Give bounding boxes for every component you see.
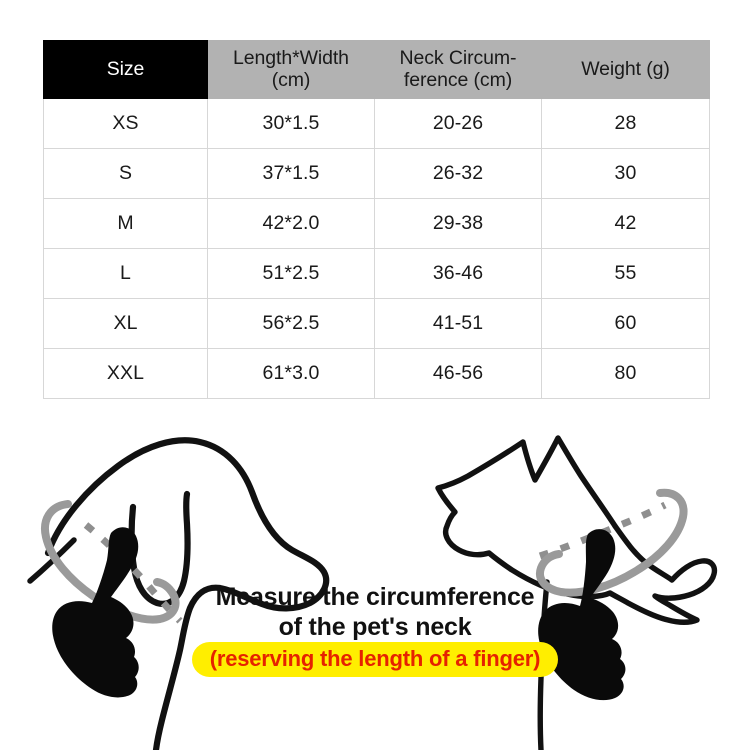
table-row: XS 30*1.5 20-26 28 [43,98,710,149]
reserve-note-row: (reserving the length of a finger) [0,642,750,678]
cell-size: XS [43,98,208,149]
column-header-length-width-line1: Length*Width [233,46,349,69]
dashed-neck-line [83,522,183,624]
hand-finger-silhouette-right [538,529,626,701]
cell-size: S [43,148,208,199]
column-header-weight: Weight (g) [541,40,710,99]
cell-neck: 29-38 [374,198,542,249]
table-body: XS 30*1.5 20-26 28 S 37*1.5 26-32 30 M 4… [43,98,710,399]
table-row: L 51*2.5 36-46 55 [43,248,710,299]
cell-size: XXL [43,348,208,399]
illustration-svg [27,435,718,750]
measurement-illustration [0,400,750,750]
cell-neck: 36-46 [374,248,542,299]
cat-head-outline [435,435,718,750]
cell-weight: 28 [541,98,710,149]
cell-weight: 30 [541,148,710,199]
cell-size: M [43,198,208,249]
cell-weight: 80 [541,348,710,399]
cell-neck: 20-26 [374,98,542,149]
size-chart-table-container: Size Length*Width (cm) Neck Circum- fere… [43,40,710,399]
table-row: XL 56*2.5 41-51 60 [43,298,710,349]
pointer-stroke-left [27,537,77,584]
column-header-size-line1: Size [106,57,145,80]
cell-length-width: 37*1.5 [207,148,375,199]
table-header-row: Size Length*Width (cm) Neck Circum- fere… [43,40,710,99]
table-row: M 42*2.0 29-38 42 [43,198,710,249]
column-header-length-width-line2: (cm) [271,68,311,91]
column-header-size: Size [43,40,208,99]
column-header-weight-line1: Weight (g) [581,57,670,80]
measuring-tape-loop-right [536,488,688,597]
column-header-neck-line1: Neck Circum- [399,46,517,69]
column-header-neck-line2: ference (cm) [403,68,513,91]
cell-weight: 55 [541,248,710,299]
hand-finger-silhouette-left [52,527,139,698]
cell-weight: 60 [541,298,710,349]
table-row: XXL 61*3.0 46-56 80 [43,348,710,399]
cell-length-width: 61*3.0 [207,348,375,399]
cell-neck: 26-32 [374,148,542,199]
cell-length-width: 51*2.5 [207,248,375,299]
table-row: S 37*1.5 26-32 30 [43,148,710,199]
reserve-finger-note: (reserving the length of a finger) [191,642,559,678]
cell-length-width: 42*2.0 [207,198,375,249]
table-header: Size Length*Width (cm) Neck Circum- fere… [43,40,710,99]
size-chart-table: Size Length*Width (cm) Neck Circum- fere… [43,40,710,399]
column-header-neck-circumference: Neck Circum- ference (cm) [374,40,542,99]
column-header-length-width: Length*Width (cm) [207,40,375,99]
cell-neck: 46-56 [374,348,542,399]
cell-length-width: 56*2.5 [207,298,375,349]
cell-size: L [43,248,208,299]
cell-neck: 41-51 [374,298,542,349]
cell-weight: 42 [541,198,710,249]
cell-size: XL [43,298,208,349]
cell-length-width: 30*1.5 [207,98,375,149]
